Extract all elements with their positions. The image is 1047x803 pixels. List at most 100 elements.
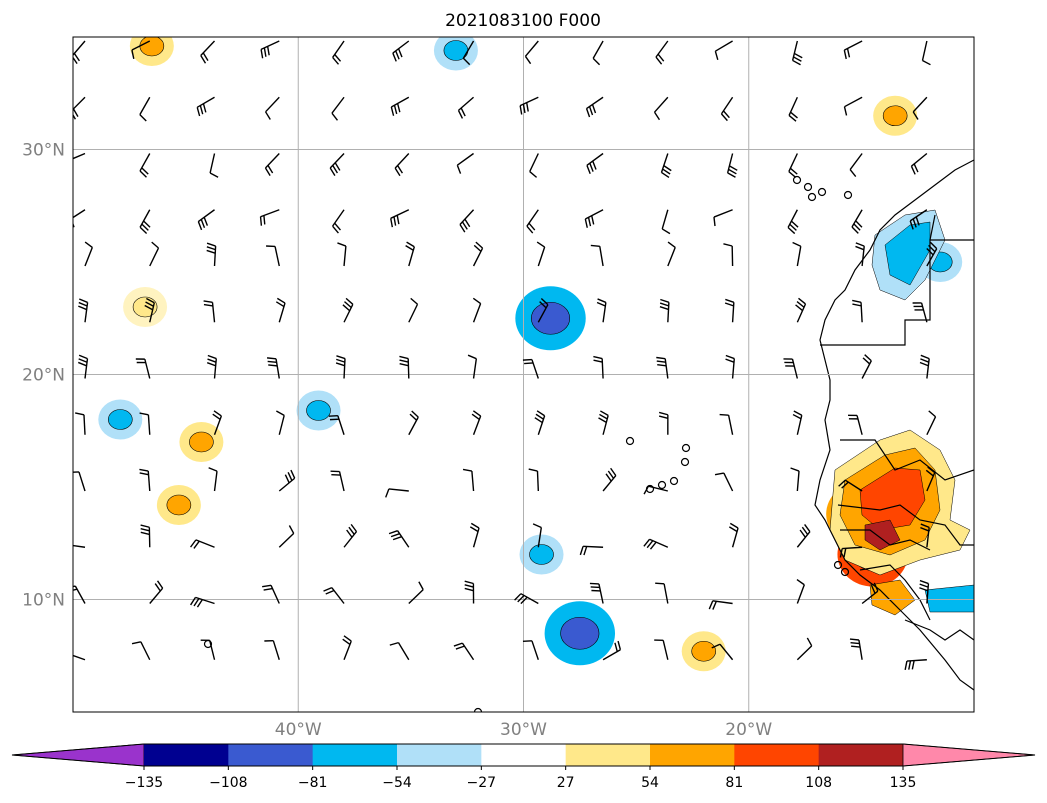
- wind-barb: [714, 40, 733, 61]
- colorbar-tick-label: −54: [382, 775, 412, 791]
- wind-barb: [405, 241, 415, 267]
- wind-barb: [462, 468, 475, 492]
- contour-core: [560, 616, 600, 650]
- wind-barb: [209, 153, 219, 178]
- colorbar-segment: [312, 744, 398, 766]
- wind-barb: [389, 641, 410, 661]
- wind-barb: [139, 412, 151, 435]
- wind-barb: [278, 525, 295, 548]
- wind-barb: [331, 96, 345, 121]
- wind-barb: [469, 522, 480, 548]
- wind-barb: [788, 96, 798, 122]
- colorbar-tick-label: 108: [805, 775, 832, 791]
- contour-core: [531, 301, 571, 335]
- wind-barb: [589, 582, 604, 604]
- wind-barb: [592, 40, 604, 66]
- wind-barb: [586, 152, 604, 174]
- wind-barb: [73, 209, 86, 228]
- wind-barb: [139, 468, 151, 492]
- wind-barb: [796, 578, 805, 604]
- wind-barb: [149, 241, 160, 267]
- wind-barb: [323, 587, 345, 604]
- wind-barb: [861, 354, 872, 379]
- wind-barb: [399, 355, 410, 379]
- wind-barb: [453, 642, 475, 661]
- wind-barb: [332, 209, 345, 234]
- colorbar-segment: [565, 744, 651, 766]
- wind-barb: [144, 297, 155, 323]
- wind-barb: [919, 579, 930, 604]
- wind-barb: [342, 635, 352, 661]
- colorbar-tick-label: −81: [298, 775, 328, 791]
- wind-barb: [149, 580, 164, 604]
- wind-barb: [278, 469, 296, 492]
- wind-barb: [920, 523, 930, 548]
- wind-barb: [598, 410, 609, 435]
- wind-barb: [661, 209, 671, 235]
- wind-barb: [456, 152, 474, 174]
- island: [657, 480, 667, 490]
- wind-barb: [725, 354, 735, 379]
- wind-barb: [593, 355, 604, 379]
- wind-barb: [135, 358, 151, 379]
- colorbar-segment: [228, 744, 314, 766]
- coastline: [840, 439, 974, 481]
- wind-barb: [329, 153, 345, 177]
- wind-barb: [328, 415, 345, 435]
- wind-barb: [524, 40, 539, 65]
- wind-barb: [206, 354, 218, 379]
- gridlines: [73, 37, 974, 712]
- wind-barb: [658, 411, 669, 435]
- colorbar-extend-max: [902, 743, 1036, 767]
- wind-barb: [337, 242, 347, 267]
- wind-barb: [861, 582, 879, 605]
- colorbar-tick-label: −108: [209, 775, 247, 791]
- wind-barb: [332, 40, 345, 65]
- wind-barb: [728, 522, 739, 548]
- wind-barb: [459, 209, 475, 233]
- wind-barb: [73, 585, 86, 604]
- lon-tick-label: 40°W: [275, 720, 322, 740]
- wind-barb: [723, 243, 734, 267]
- wind-barb: [462, 40, 475, 66]
- wind-barb: [667, 241, 676, 267]
- wind-barb: [796, 637, 813, 661]
- wind-barb: [926, 410, 937, 436]
- coastline: [859, 564, 931, 621]
- wind-barb: [275, 297, 286, 323]
- contour-core: [166, 494, 192, 516]
- wind-barb: [467, 354, 478, 379]
- wind-barb: [584, 209, 604, 228]
- lon-tick-label: 20°W: [725, 720, 772, 740]
- plot-frame: [72, 36, 975, 713]
- wind-barb: [196, 96, 215, 117]
- colorbar-tick-label: −135: [125, 775, 163, 791]
- wind-barb: [131, 40, 151, 60]
- wind-barb: [203, 300, 216, 323]
- wind-barb: [839, 546, 863, 558]
- wind-barb: [838, 479, 863, 492]
- wind-barb: [262, 584, 280, 604]
- wind-barb: [843, 40, 863, 60]
- wind-barb: [84, 241, 94, 267]
- wind-barb: [843, 96, 863, 116]
- island: [681, 443, 691, 453]
- wind-barb: [537, 297, 549, 323]
- wind-barb: [726, 153, 738, 178]
- wind-barb: [851, 209, 863, 234]
- wind-barb: [390, 209, 410, 228]
- island: [669, 476, 679, 486]
- wind-barb: [388, 530, 410, 548]
- contour-core: [132, 296, 158, 318]
- wind-barb: [534, 410, 546, 435]
- wind-barb: [408, 410, 419, 436]
- wind-barb: [260, 40, 280, 59]
- coastline: [929, 214, 936, 241]
- coastline: [814, 159, 974, 691]
- coastline: [820, 239, 974, 346]
- wind-barb: [266, 357, 280, 379]
- wind-barb: [73, 654, 86, 661]
- wind-barb: [909, 209, 928, 230]
- wind-barb: [392, 40, 410, 62]
